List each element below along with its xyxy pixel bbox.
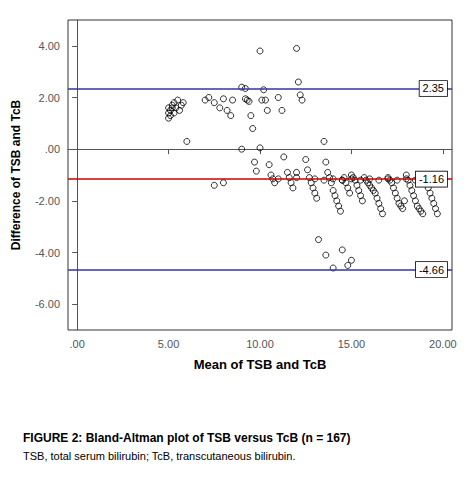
svg-text:2.00: 2.00 bbox=[39, 92, 60, 104]
svg-text:.00: .00 bbox=[45, 143, 60, 155]
svg-text:10.00: 10.00 bbox=[246, 338, 274, 350]
svg-text:Mean of TSB and TcB: Mean of TSB and TcB bbox=[194, 357, 327, 372]
svg-text:5.00: 5.00 bbox=[158, 338, 179, 350]
svg-text:2.35: 2.35 bbox=[423, 82, 444, 94]
svg-text:-1.16: -1.16 bbox=[419, 173, 444, 185]
svg-text:-6.00: -6.00 bbox=[35, 298, 60, 310]
svg-text:20.00: 20.00 bbox=[429, 338, 457, 350]
svg-text:FIGURE 2: Bland-Altman plot of: FIGURE 2: Bland-Altman plot of TSB versu… bbox=[23, 431, 351, 445]
svg-text:-2.00: -2.00 bbox=[35, 195, 60, 207]
svg-text:-4.66: -4.66 bbox=[419, 264, 444, 276]
svg-text:15.00: 15.00 bbox=[338, 338, 366, 350]
svg-text:-4.00: -4.00 bbox=[35, 247, 60, 259]
svg-text:TSB, total serum bilirubin; Tc: TSB, total serum bilirubin; TcB, transcu… bbox=[23, 450, 295, 462]
svg-text:4.00: 4.00 bbox=[39, 40, 60, 52]
svg-text:.00: .00 bbox=[69, 338, 84, 350]
svg-text:Difference of TSB and TcB: Difference of TSB and TcB bbox=[9, 99, 23, 250]
